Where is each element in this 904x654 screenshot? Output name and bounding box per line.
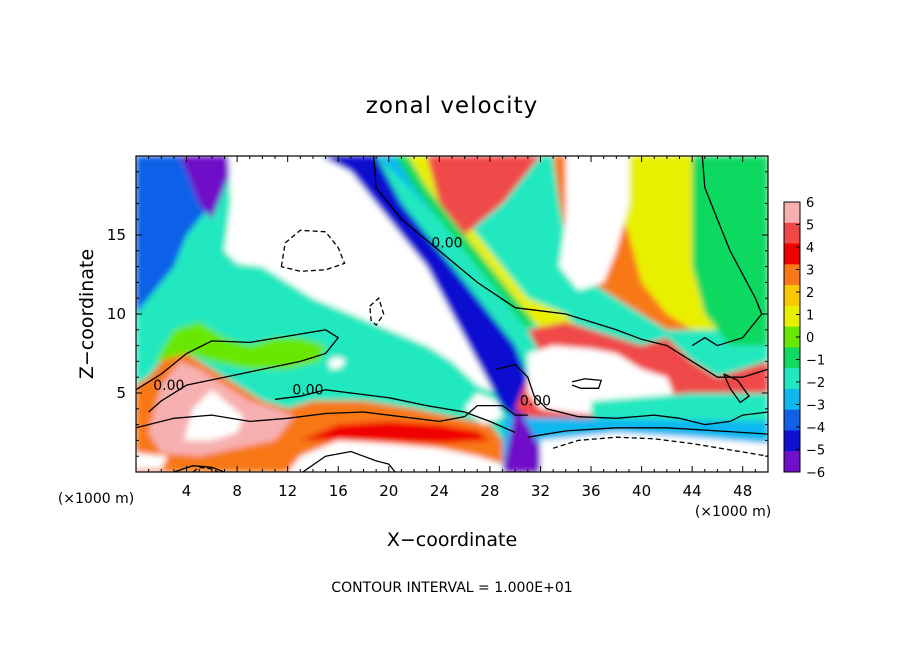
- colorbar-swatch-6: [784, 326, 800, 348]
- colorbar-swatch-10: [784, 409, 800, 431]
- colorbar-tick-label-4: 2: [806, 286, 814, 301]
- x-tick-label-9: 40: [632, 482, 651, 500]
- heatmap-region-4: [320, 156, 535, 425]
- heatmap-region-16: [502, 408, 541, 472]
- heatmap-region-25: [155, 321, 326, 370]
- contour-line-2: [274, 389, 516, 434]
- x-unit-right: (×1000 m): [695, 504, 771, 520]
- heatmap-region-7: [407, 156, 579, 330]
- heatmap-regions: [136, 156, 768, 472]
- x-unit-left: (×1000 m): [58, 491, 134, 507]
- contour-label-3: 0.00: [520, 394, 551, 410]
- chart-title: zonal velocity: [366, 93, 538, 119]
- colorbar-swatch-8: [784, 368, 800, 390]
- x-axis-ticks: 4 8 12 16 20 24 28 32 36 40 44 48: [148, 156, 756, 500]
- contour-line-4: [496, 363, 768, 426]
- contour-line-10: [723, 373, 750, 404]
- x-tick-label-6: 28: [480, 482, 499, 500]
- colorbar-tick-label-7: −1: [806, 354, 825, 369]
- contour-line-14: [192, 466, 219, 472]
- x-tick-label-3: 16: [329, 482, 348, 500]
- contour-label-1: 0.00: [153, 378, 184, 394]
- colorbar-swatch-1: [784, 222, 800, 245]
- heatmap-field: 0.00 0.00 0.00 0.00: [136, 156, 768, 472]
- colorbar-tick-label-8: −2: [806, 376, 825, 391]
- contour-line-13: [552, 436, 768, 457]
- colorbar-swatch-5: [784, 305, 800, 328]
- x-tick-label-4: 20: [379, 482, 398, 500]
- colorbar-swatch-2: [784, 243, 800, 265]
- x-tick-label-10: 44: [683, 482, 702, 500]
- colorbar-tick-label-3: 3: [806, 264, 814, 279]
- x-tick-label-5: 24: [430, 482, 449, 500]
- contour-line-11: [280, 229, 346, 272]
- x-tick-label-0: 4: [182, 482, 192, 500]
- contour-line-3: [372, 156, 768, 378]
- y-axis-ticks: 5 10 15: [107, 171, 768, 457]
- heatmap-region-3: [224, 156, 503, 393]
- colorbar-tick-label-11: −5: [806, 444, 825, 459]
- colorbar-swatch-3: [784, 264, 800, 286]
- heatmap-region-23: [464, 393, 503, 425]
- x-tick-label-8: 36: [581, 482, 600, 500]
- colorbar-swatch-0: [784, 202, 800, 224]
- heatmap-region-2: [180, 156, 238, 220]
- colorbar-tick-label-9: −3: [806, 399, 825, 414]
- contour-line-9: [173, 465, 225, 472]
- heatmap-region-8: [426, 156, 768, 433]
- colorbar-swatch-12: [784, 451, 800, 473]
- colorbar-swatch-11: [784, 430, 800, 452]
- x-tick-label-1: 8: [232, 482, 242, 500]
- contour-line-0: [136, 404, 528, 429]
- colorbar-tick-label-12: −6: [806, 466, 825, 481]
- colorbar-swatch-4: [784, 285, 800, 307]
- heatmap-region-21: [136, 453, 168, 469]
- contour-line-6: [691, 156, 763, 347]
- y-axis-label: Z−coordinate: [76, 249, 98, 379]
- heatmap-region-17: [540, 432, 768, 472]
- contour-label-2: 0.00: [431, 236, 462, 252]
- colorbar-tick-label-2: 4: [806, 241, 814, 256]
- contour-line-5: [527, 427, 768, 438]
- colorbar: 6 5 4 3 2 1 0 −1 −2 −3 −4 −5 −6: [783, 196, 825, 481]
- y-tick-label-2: 15: [107, 226, 126, 244]
- x-axis-label: X−coordinate: [387, 529, 517, 551]
- contour-label-0: 0.00: [292, 383, 323, 399]
- contour-interval-footer: CONTOUR INTERVAL = 1.000E+01: [331, 580, 572, 596]
- contour-lines: [136, 156, 768, 472]
- colorbar-tick-label-0: 6: [806, 196, 814, 211]
- heatmap-region-24: [300, 421, 490, 444]
- contour-line-8: [302, 450, 396, 472]
- x-tick-label-7: 32: [531, 482, 550, 500]
- y-tick-label-0: 5: [116, 384, 126, 402]
- colorbar-swatch-7: [784, 347, 800, 369]
- heatmap-region-22: [287, 440, 503, 472]
- heatmap-region-6: [395, 156, 541, 330]
- x-tick-label-11: 48: [733, 482, 752, 500]
- contour-line-1: [136, 329, 340, 413]
- x-tick-label-2: 12: [278, 482, 297, 500]
- colorbar-tick-label-10: −4: [806, 421, 825, 436]
- colorbar-tick-label-5: 1: [806, 309, 814, 324]
- contour-labels: 0.00 0.00 0.00 0.00: [153, 236, 551, 410]
- colorbar-tick-label-6: 0: [806, 331, 814, 346]
- colorbar-tick-label-1: 5: [806, 219, 814, 234]
- contour-line-7: [571, 378, 603, 389]
- heatmap-region-12: [559, 156, 629, 291]
- heatmap-region-26: [328, 356, 346, 370]
- contour-line-12: [369, 297, 385, 327]
- y-tick-label-1: 10: [107, 305, 126, 323]
- colorbar-swatch-9: [784, 388, 800, 411]
